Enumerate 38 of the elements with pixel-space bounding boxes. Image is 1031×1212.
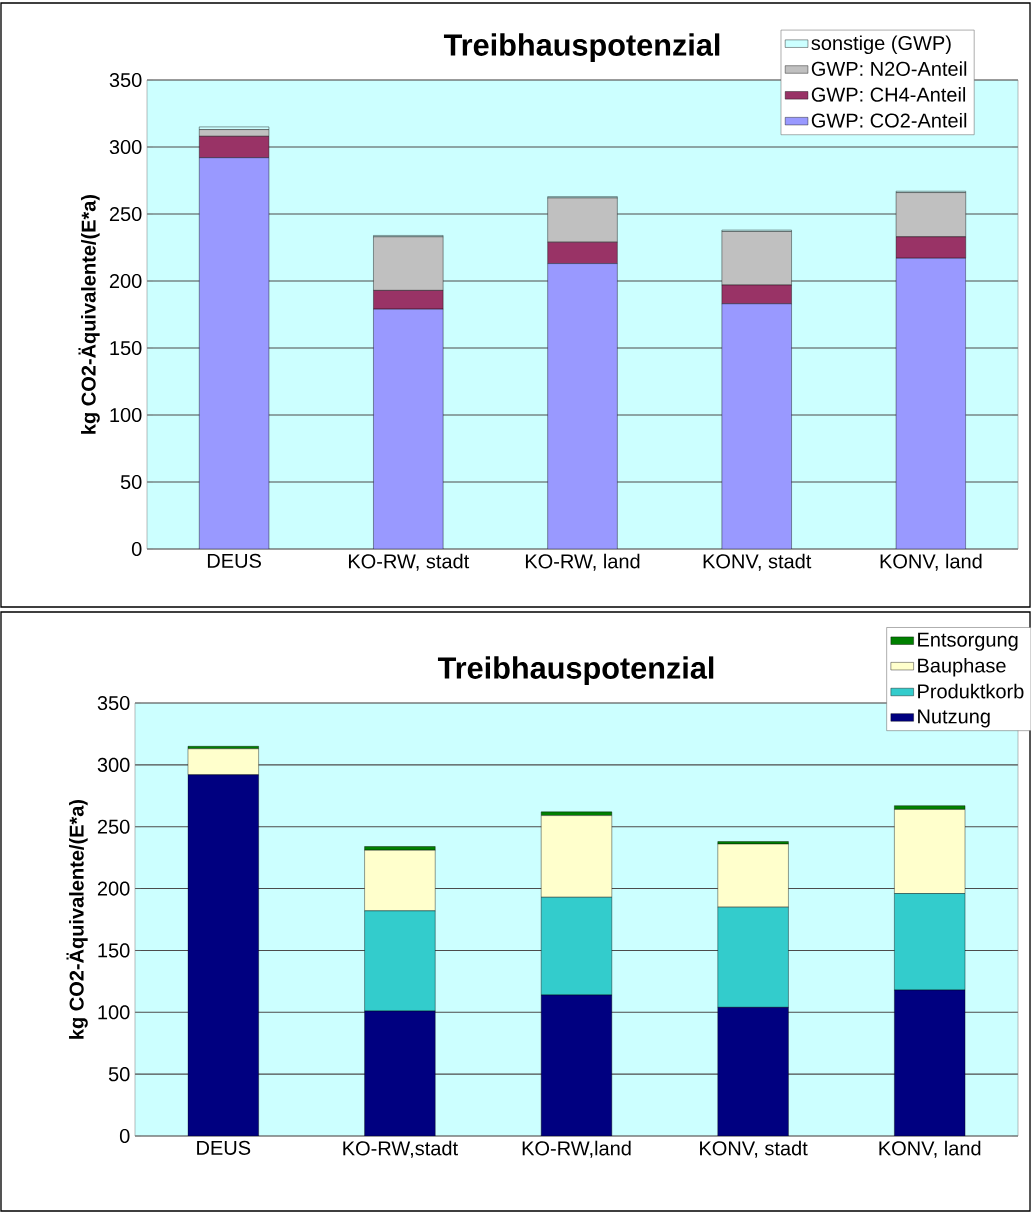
y-tick-label: 350 — [109, 72, 142, 88]
x-tick-label: DEUS — [197, 1140, 251, 1155]
y-tick-label: 0 — [131, 541, 142, 557]
x-tick-label: KONV, stadt — [700, 1140, 808, 1158]
y-tick-label: 0 — [119, 1128, 130, 1144]
x-tick-label: KONV, land — [879, 1140, 981, 1158]
y-tick-label: 250 — [97, 819, 130, 834]
x-tick-label: KO-RW, stadt — [348, 553, 470, 571]
chart-title: Treibhauspotenzial — [437, 656, 714, 685]
chart-title: Treibhauspotenzial — [443, 33, 720, 62]
y-tick-label: 300 — [109, 139, 142, 155]
y-tick-label: 350 — [97, 695, 130, 711]
x-tick-label: KO-RW, land — [525, 553, 640, 571]
x-tick-label: KO-RW,stadt — [343, 1140, 458, 1158]
x-tick-label: KONV, land — [880, 553, 982, 571]
legend-label: GWP: CO2-Anteil — [811, 112, 967, 128]
x-tick-label: DEUS — [207, 553, 261, 568]
y-tick-label: 300 — [97, 757, 130, 772]
y-axis-title: kg CO2-Äquivalente/(E*a) — [66, 799, 88, 1039]
y-tick-label: 250 — [109, 206, 142, 222]
y-axis-title: kg CO2-Äquivalente/(E*a) — [78, 194, 100, 434]
y-tick-label: 150 — [98, 943, 130, 958]
y-tick-label: 150 — [110, 340, 142, 356]
y-tick-label: 100 — [98, 1005, 130, 1020]
y-tick-label: 50 — [108, 1067, 130, 1082]
y-tick-label: 50 — [120, 474, 142, 490]
legend-label: Nutzung — [918, 709, 990, 728]
y-tick-label: 100 — [110, 407, 142, 423]
legend-label: GWP: CH4-Anteil — [811, 87, 966, 102]
legend-label: sonstige (GWP) — [811, 35, 951, 55]
legend-label: GWP: N2O-Anteil — [811, 61, 967, 76]
y-tick-label: 200 — [97, 881, 130, 896]
x-tick-label: KO-RW,land — [522, 1140, 631, 1158]
legend-label: Bauphase — [918, 657, 1006, 677]
y-tick-label: 200 — [109, 273, 142, 289]
legend-label: Produktkorb — [918, 683, 1024, 699]
legend-label: Entsorgung — [918, 632, 1018, 651]
x-tick-label: KONV, stadt — [703, 553, 812, 571]
